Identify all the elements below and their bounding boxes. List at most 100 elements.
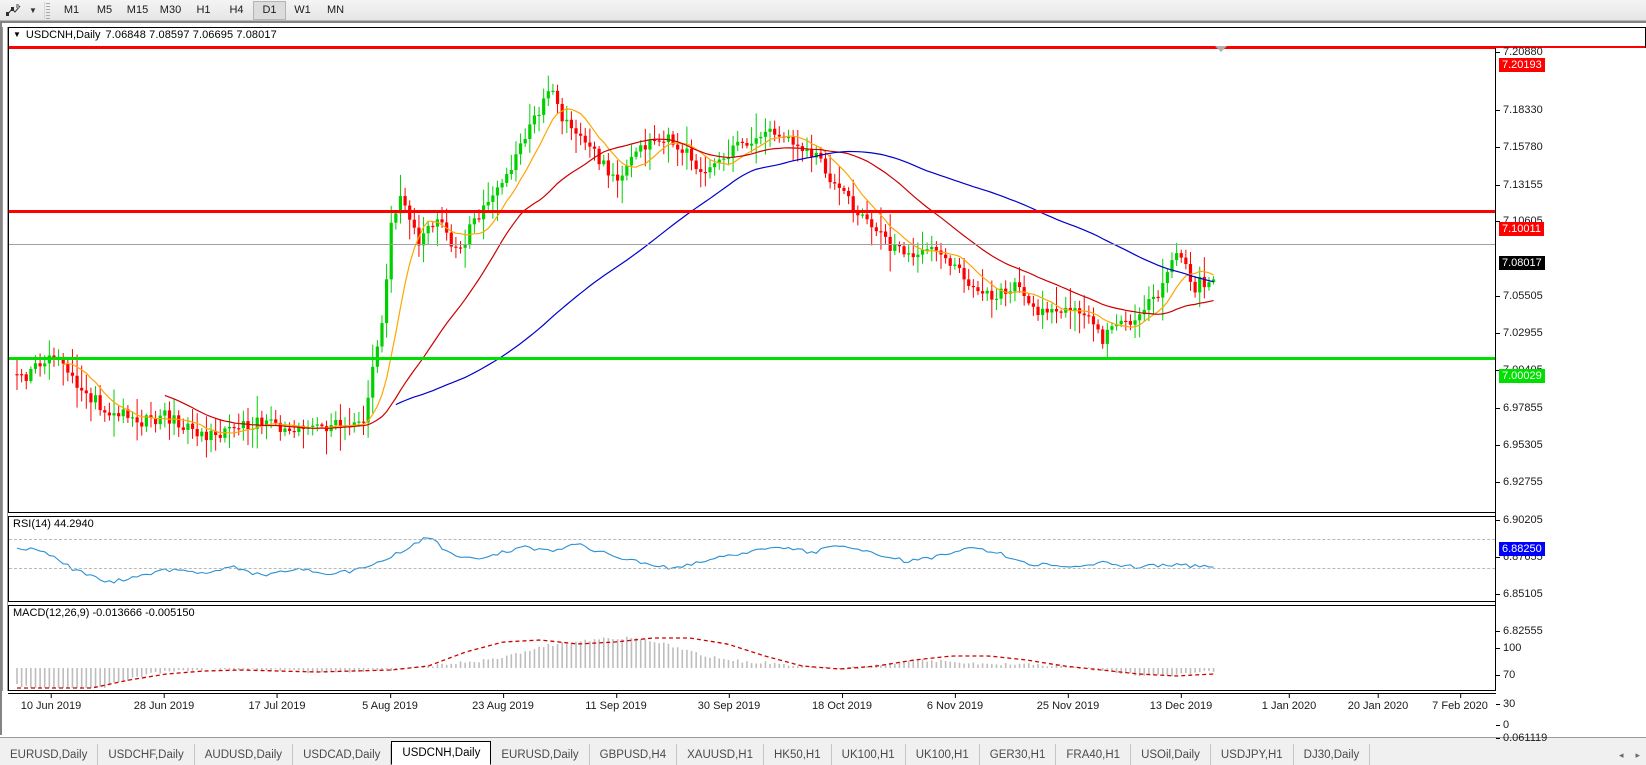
rsi-tick-label: 30 xyxy=(1503,698,1516,710)
timeframe-m15[interactable]: M15 xyxy=(126,4,149,16)
symbol-tab-uk100-h1[interactable]: UK100,H1 xyxy=(906,744,980,765)
price-scale-separator xyxy=(1495,48,1496,691)
price-badge[interactable]: 6.88250 xyxy=(1499,542,1545,556)
price-tick-label: 7.13155 xyxy=(1503,179,1543,191)
time-tick-label: 20 Jan 2020 xyxy=(1347,693,1409,712)
time-tick-label: 30 Sep 2019 xyxy=(697,693,761,712)
rsi-level-30 xyxy=(9,568,1645,569)
symbol-tab-gbpusd-h4[interactable]: GBPUSD,H4 xyxy=(590,744,678,765)
tick-dash xyxy=(1496,220,1500,222)
price-tick-label: 6.95305 xyxy=(1503,439,1543,451)
symbol-tab-hk50-h1[interactable]: HK50,H1 xyxy=(764,744,832,765)
price-tick-label: 6.97855 xyxy=(1503,402,1543,414)
timeframe-w1[interactable]: W1 xyxy=(294,4,311,16)
triangle-right-icon[interactable]: ▸ xyxy=(1635,750,1640,760)
symbol-tab-uk100-h1[interactable]: UK100,H1 xyxy=(832,744,906,765)
price-badge[interactable]: 7.08017 xyxy=(1499,256,1545,270)
candlestick-series xyxy=(15,75,1216,458)
tick-dash xyxy=(1496,593,1500,595)
rsi-tick: 30 xyxy=(1496,698,1515,710)
symbol-tab-usdcad-daily[interactable]: USDCAD,Daily xyxy=(293,744,392,765)
rsi-pane-plot xyxy=(9,517,1645,601)
price-badge[interactable]: 7.20193 xyxy=(1499,58,1545,72)
symbol-tab-usoil-daily[interactable]: USOil,Daily xyxy=(1131,744,1211,765)
time-tick-label: 23 Aug 2019 xyxy=(472,693,534,712)
macd-tick-label: 0.061119 xyxy=(1503,732,1548,744)
tick-dash xyxy=(1496,109,1500,111)
timeframe-mn[interactable]: MN xyxy=(326,4,345,16)
price-tick: 6.90205 xyxy=(1496,514,1543,526)
time-tick-label: 1 Jan 2020 xyxy=(1261,693,1317,712)
price-tick: 7.18330 xyxy=(1496,104,1543,116)
timeframe-m30[interactable]: M30 xyxy=(159,4,182,16)
rsi-tick-label: 100 xyxy=(1503,642,1522,654)
symbol-tab-xauusd-h1[interactable]: XAUUSD,H1 xyxy=(677,744,764,765)
price-pane-plot xyxy=(9,28,1645,512)
tick-dash xyxy=(1496,332,1500,334)
tick-dash xyxy=(1496,630,1500,632)
price-tick: 7.02955 xyxy=(1496,327,1543,339)
timeframe-d1[interactable]: D1 xyxy=(253,0,286,20)
rsi-level-70 xyxy=(9,539,1645,540)
macd-tick: 0.061119 xyxy=(1496,732,1547,744)
level-line-resistance-upper[interactable] xyxy=(9,46,1645,49)
timeframe-m1[interactable]: M1 xyxy=(63,4,80,16)
price-tick-label: 6.82555 xyxy=(1503,625,1543,637)
time-axis[interactable]: 10 Jun 2019 28 Jun 2019 17 Jul 2019 5 Aug 2… xyxy=(8,693,1496,719)
triangle-left-icon[interactable]: ◂ xyxy=(1618,750,1624,760)
macd-pane[interactable]: MACD(12,26,9) -0.013666 -0.005150 xyxy=(8,605,1646,691)
symbol-tab-dj30-daily[interactable]: DJ30,Daily xyxy=(1294,744,1371,765)
symbol-tab-eurusd-daily[interactable]: EURUSD,Daily xyxy=(491,744,590,765)
rsi-tick-label: 70 xyxy=(1503,669,1516,681)
tabbar-nav: ◂ ▸ xyxy=(1619,750,1640,761)
price-scale[interactable]: 7.20880 7.18330 7.15780 7.13155 7.10605 7.055… xyxy=(1496,46,1646,744)
price-pane[interactable]: ▼ USDCNH,Daily 7.06848 7.08597 7.06695 7… xyxy=(8,27,1646,513)
price-tick: 6.85105 xyxy=(1496,588,1543,600)
symbol-tab-usdchf-daily[interactable]: USDCHF,Daily xyxy=(98,744,195,765)
price-badge[interactable]: 7.00029 xyxy=(1499,369,1545,383)
price-tick-label: 7.20880 xyxy=(1503,46,1543,58)
time-tick-label: 5 Aug 2019 xyxy=(362,693,418,712)
time-tick-label: 28 Jun 2019 xyxy=(133,693,195,712)
rsi-tick-label: 0 xyxy=(1503,719,1510,731)
price-tick-label: 6.90205 xyxy=(1503,514,1543,526)
chevron-down-icon[interactable]: ▼ xyxy=(29,5,37,15)
tick-dash xyxy=(1496,184,1500,186)
tick-dash xyxy=(1496,407,1500,409)
price-tick: 6.92755 xyxy=(1496,476,1543,488)
chart-type-icon[interactable] xyxy=(0,1,26,20)
symbol-tab-audusd-daily[interactable]: AUDUSD,Daily xyxy=(195,744,294,765)
level-line-resistance-mid[interactable] xyxy=(9,210,1645,213)
timeframe-m5[interactable]: M5 xyxy=(96,4,113,16)
symbol-tab-ger30-h1[interactable]: GER30,H1 xyxy=(980,744,1057,765)
top-toolbar: ▼ M1 M5 M15 M30 H1 H4 D1 W1 MN xyxy=(0,0,1646,21)
level-line-support-green[interactable] xyxy=(9,357,1645,360)
rsi-pane[interactable]: RSI(14) 44.2940 xyxy=(8,516,1646,602)
symbol-tab-usdcnh-daily[interactable]: USDCNH,Daily xyxy=(391,741,492,765)
price-tick-label: 7.02955 xyxy=(1503,327,1543,339)
chart-scroll-marker-icon[interactable] xyxy=(1215,46,1227,52)
symbol-tab-usdjpy-h1[interactable]: USDJPY,H1 xyxy=(1211,744,1294,765)
tick-dash xyxy=(1496,737,1500,739)
timeframe-h1[interactable]: H1 xyxy=(196,4,211,16)
tick-dash xyxy=(1496,51,1500,53)
price-badge[interactable]: 7.10011 xyxy=(1499,222,1544,236)
tick-dash xyxy=(1496,444,1500,446)
toolbar-grip[interactable] xyxy=(44,1,52,19)
tick-dash xyxy=(1496,674,1500,676)
price-tick: 7.05505 xyxy=(1496,290,1543,302)
price-tick: 7.15780 xyxy=(1496,141,1543,153)
timeframe-h4[interactable]: H4 xyxy=(229,4,244,16)
symbol-tab-eurusd-daily[interactable]: EURUSD,Daily xyxy=(0,744,99,765)
tick-dash xyxy=(1496,556,1500,558)
tick-dash xyxy=(1496,519,1500,521)
level-line-current-price[interactable] xyxy=(9,244,1645,245)
time-tick-label: 10 Jun 2019 xyxy=(20,693,82,712)
timeframe-group: M1 M5 M15 M30 H1 H4 D1 W1 MN xyxy=(55,0,352,20)
symbol-tab-list: EURUSD,Daily USDCHF,Daily AUDUSD,Daily USDC… xyxy=(0,739,1371,765)
tick-dash xyxy=(1496,481,1500,483)
symbol-tab-fra40-h1[interactable]: FRA40,H1 xyxy=(1056,744,1132,765)
price-tick-label: 7.05505 xyxy=(1503,290,1543,302)
time-tick-label: 11 Sep 2019 xyxy=(585,693,647,712)
time-tick-label: 6 Nov 2019 xyxy=(926,693,984,712)
